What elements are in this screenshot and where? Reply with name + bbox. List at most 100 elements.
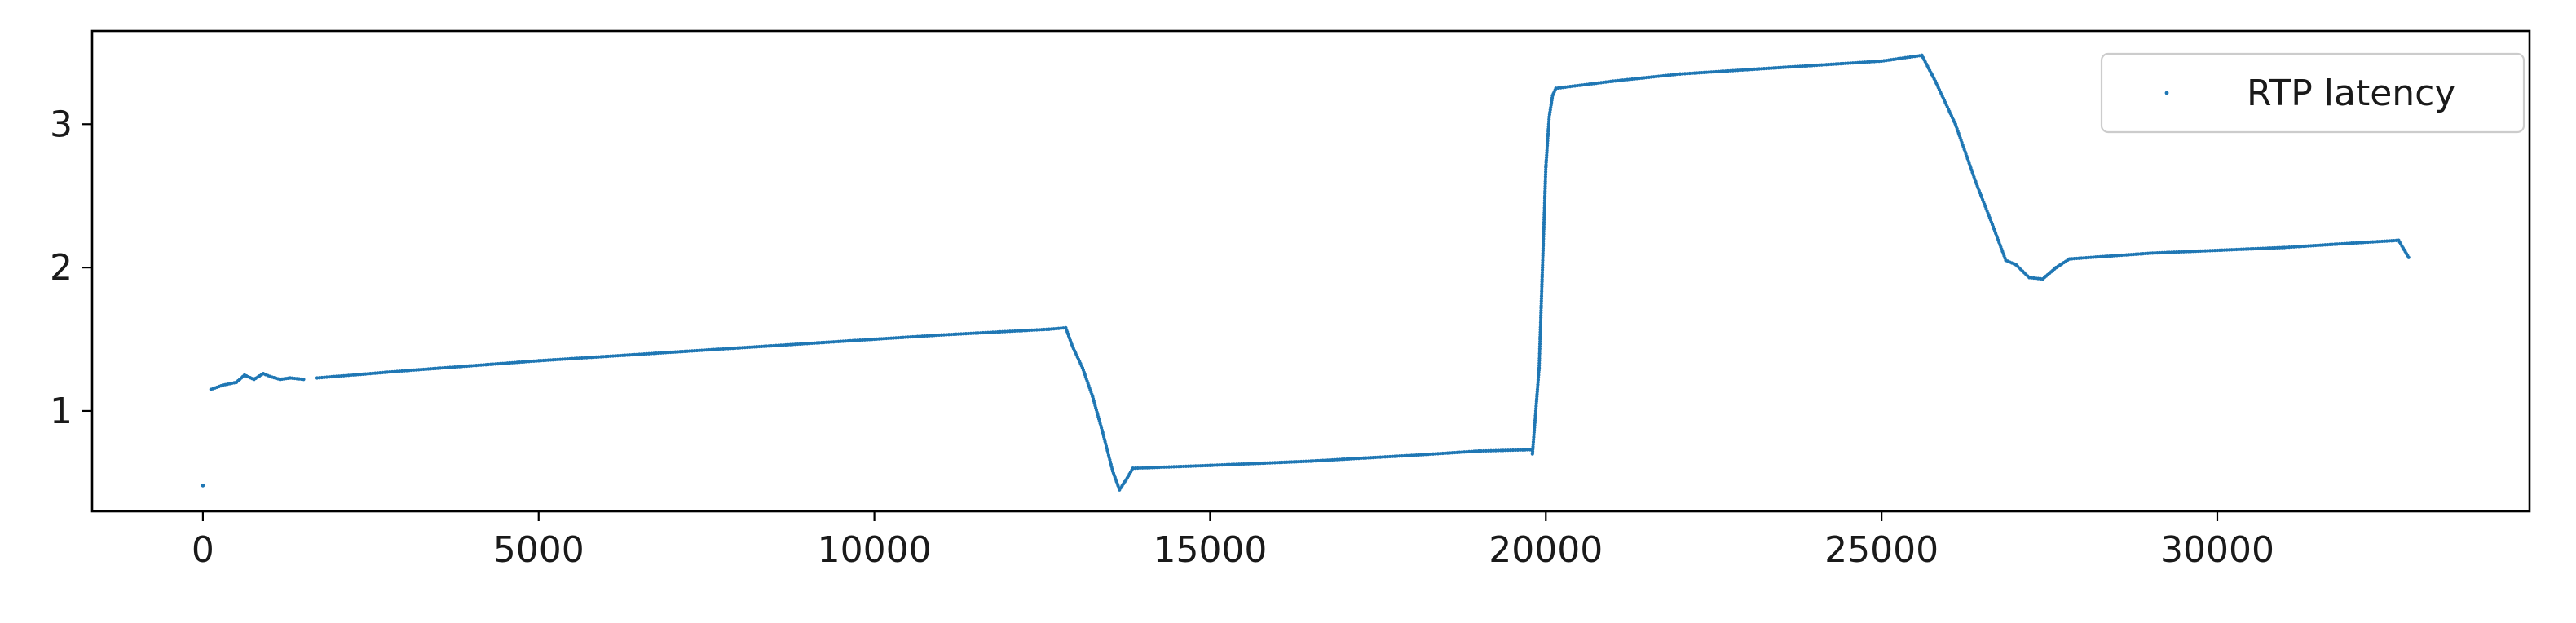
data-point	[1167, 465, 1171, 469]
series-0	[201, 53, 2411, 492]
data-point	[1542, 210, 1546, 214]
data-point	[1539, 297, 1543, 301]
data-point	[2212, 249, 2217, 253]
data-point	[1003, 329, 1007, 334]
data-point	[2160, 250, 2164, 254]
data-point	[1540, 280, 1544, 284]
data-point	[1032, 328, 1036, 332]
data-point	[1520, 448, 1524, 452]
x-tick-label: 20000	[1489, 529, 1603, 571]
x-tick-label: 30000	[2160, 529, 2274, 571]
series-segment	[209, 372, 306, 391]
data-point	[1542, 198, 1547, 203]
legend-marker	[2164, 91, 2169, 95]
data-point	[1542, 241, 1546, 245]
data-point	[201, 483, 205, 488]
data-point	[939, 333, 944, 337]
data-point	[1543, 179, 1547, 183]
data-point	[1005, 329, 1009, 334]
data-point	[2168, 250, 2172, 254]
series-segment	[1530, 86, 1558, 456]
data-point	[2165, 250, 2169, 254]
data-point	[1542, 239, 1546, 243]
data-point	[2252, 247, 2256, 251]
data-point	[1042, 327, 1046, 332]
data-point	[1543, 192, 1547, 196]
data-point	[942, 333, 946, 337]
data-point	[1538, 318, 1543, 322]
data-point	[2278, 245, 2282, 250]
data-point	[1540, 267, 1545, 272]
data-point	[1538, 328, 1542, 332]
data-point	[1169, 465, 1174, 469]
data-point	[1143, 466, 1147, 470]
data-point	[1027, 328, 1031, 333]
data-point	[1538, 337, 1542, 342]
data-point	[2230, 248, 2234, 252]
data-point	[1542, 205, 1546, 210]
data-point	[1538, 325, 1542, 329]
data-point	[2184, 250, 2188, 254]
data-point	[1206, 463, 1210, 467]
data-point	[2215, 248, 2220, 253]
data-point	[1543, 187, 1547, 191]
data-point	[973, 331, 978, 335]
data-point	[1193, 464, 1198, 468]
data-point	[1010, 329, 1014, 334]
data-point	[1282, 460, 1286, 464]
data-point	[1515, 448, 1520, 452]
data-point	[1148, 466, 1152, 470]
data-point	[1538, 330, 1542, 334]
data-point	[2174, 250, 2179, 254]
data-point	[1191, 464, 1195, 468]
series-segment	[2067, 238, 2411, 261]
data-point	[1211, 463, 1215, 467]
data-point	[1540, 282, 1544, 286]
data-point	[2158, 250, 2162, 255]
data-point	[2256, 246, 2261, 250]
data-point	[1542, 228, 1546, 232]
data-point	[1039, 328, 1043, 332]
data-point	[2406, 255, 2411, 259]
series-segment	[1064, 325, 1135, 492]
data-point	[1541, 258, 1545, 263]
data-point	[2179, 250, 2183, 254]
data-point	[1179, 464, 1184, 469]
data-point	[966, 331, 971, 336]
legend: RTP latency	[2100, 52, 2525, 134]
data-point	[1145, 466, 1149, 470]
data-point	[1537, 351, 1542, 356]
data-point	[2268, 246, 2272, 250]
legend-box	[2100, 52, 2525, 134]
data-point	[1481, 448, 1486, 453]
data-point	[1537, 354, 1542, 358]
data-point	[990, 330, 995, 334]
data-point	[1537, 347, 1542, 351]
data-point	[2244, 247, 2248, 251]
data-point	[2199, 249, 2203, 253]
data-point	[956, 332, 961, 336]
data-point	[1542, 230, 1546, 234]
data-point	[1496, 448, 1500, 453]
data-point	[2220, 248, 2224, 252]
data-point	[1541, 246, 1546, 250]
data-point	[1542, 201, 1546, 205]
data-point	[978, 331, 982, 335]
data-point	[1256, 462, 1260, 466]
data-point	[2189, 250, 2193, 254]
data-point	[1523, 448, 1527, 452]
data-point	[2186, 250, 2190, 254]
data-point	[1539, 313, 1543, 317]
data-point	[1015, 329, 1019, 333]
data-point	[1242, 462, 1246, 466]
data-point	[1273, 461, 1277, 465]
data-point	[981, 330, 985, 335]
data-point	[1304, 459, 1308, 463]
data-point	[2261, 246, 2265, 250]
series-segment	[1131, 448, 1534, 471]
data-point	[1542, 220, 1546, 224]
data-point	[1538, 333, 1542, 337]
data-point	[2194, 250, 2198, 254]
